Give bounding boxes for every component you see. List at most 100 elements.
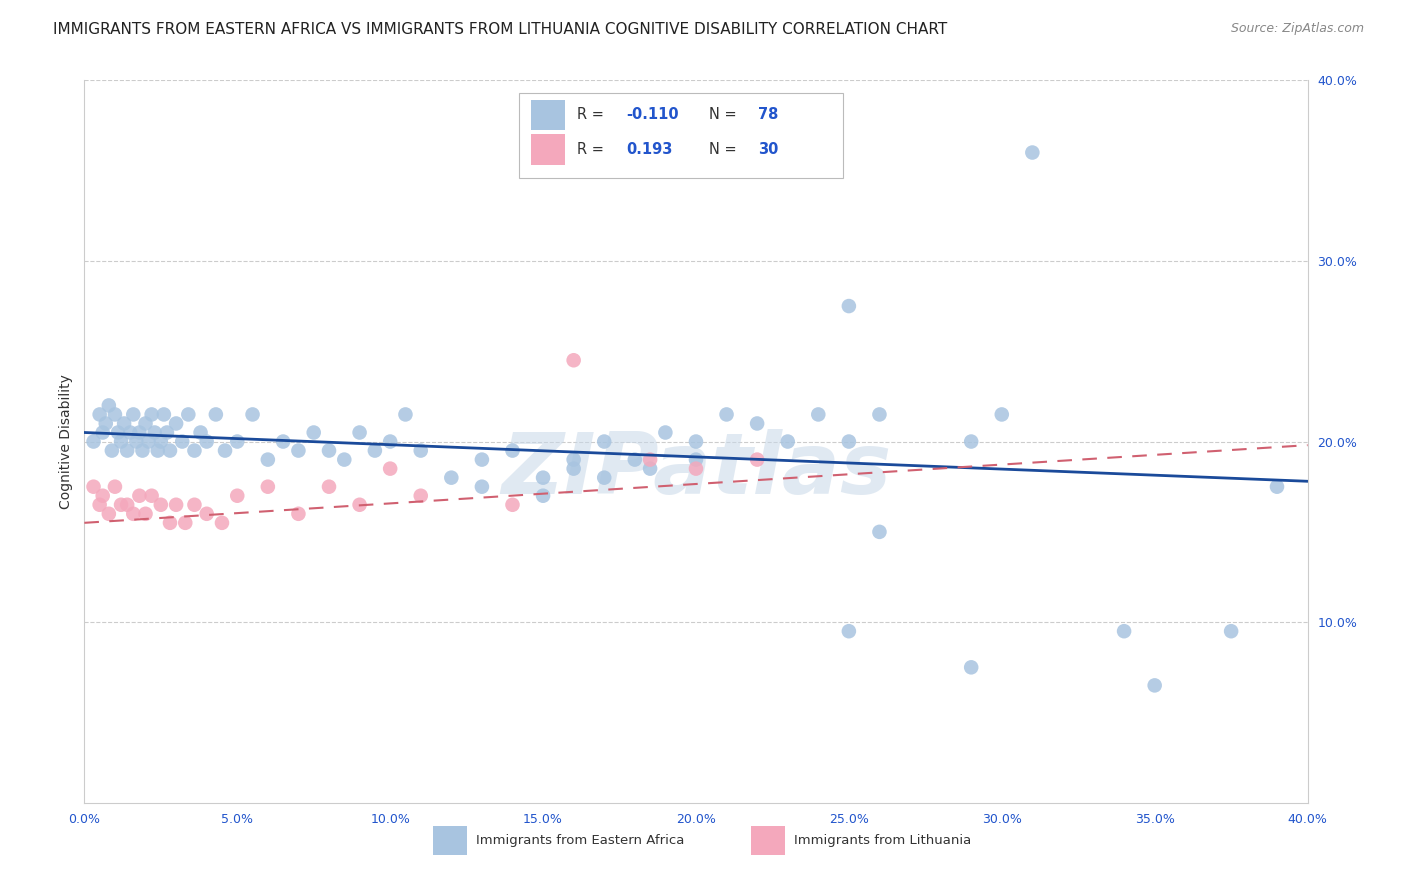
Point [409,489,432,503]
Point [1265,480,1288,494]
Bar [433,826,467,855]
Point [271,434,294,449]
Point [156,425,179,440]
Point [991,408,1014,422]
Point [211,516,233,530]
Point [349,425,371,440]
Point [138,434,160,449]
Point [165,417,187,431]
Point [83,434,105,449]
Point [110,434,132,449]
Point [104,408,127,422]
Point [869,408,891,422]
Point [159,516,181,530]
Point [531,489,554,503]
Point [562,353,585,368]
Point [242,408,264,422]
Point [838,434,860,449]
Point [593,434,616,449]
Point [257,452,280,467]
Point [685,452,707,467]
Point [1114,624,1136,639]
Point [960,660,983,674]
Text: Immigrants from Eastern Africa: Immigrants from Eastern Africa [475,834,685,847]
Point [747,417,769,431]
Point [531,471,554,485]
Point [183,498,205,512]
Point [83,480,105,494]
Point [226,489,249,503]
Point [115,498,138,512]
Point [174,516,197,530]
Point [205,408,228,422]
Point [159,443,181,458]
Point [146,443,169,458]
Point [716,408,738,422]
Point [141,489,163,503]
Point [502,498,524,512]
Bar [519,93,842,178]
Point [97,398,120,412]
Point [112,417,135,431]
Text: 78: 78 [758,107,779,122]
Point [177,408,200,422]
Point [190,425,212,440]
Point [502,443,524,458]
Text: ZIPatlas: ZIPatlas [501,429,891,512]
Point [91,489,114,503]
Point [195,507,218,521]
Point [333,452,356,467]
Text: R =: R = [578,107,609,122]
Point [562,461,585,475]
Point [638,452,661,467]
Y-axis label: Cognitive Disability: Cognitive Disability [59,374,73,509]
Text: 0.193: 0.193 [626,142,672,157]
Point [624,452,647,467]
Point [318,443,340,458]
Point [562,452,585,467]
Point [747,452,769,467]
Point [153,408,176,422]
Point [394,408,416,422]
Point [195,434,218,449]
Point [97,507,120,521]
Point [1021,145,1043,160]
Point [593,471,616,485]
Point [128,489,150,503]
Point [120,425,142,440]
Text: N =: N = [710,142,742,157]
Point [89,498,111,512]
Point [318,480,340,494]
Point [685,461,707,475]
Text: -0.110: -0.110 [626,107,679,122]
Point [107,425,129,440]
Point [638,461,661,475]
Point [654,425,676,440]
Point [131,443,153,458]
Point [1220,624,1243,639]
Point [869,524,891,539]
Point [91,425,114,440]
Text: 30: 30 [758,142,779,157]
Text: Immigrants from Lithuania: Immigrants from Lithuania [794,834,972,847]
Point [110,498,132,512]
Point [380,461,402,475]
Point [143,425,166,440]
Point [135,507,157,521]
Point [257,480,280,494]
Point [165,498,187,512]
Point [89,408,111,422]
Point [776,434,799,449]
Point [115,443,138,458]
Point [685,434,707,449]
Point [149,434,172,449]
Point [960,434,983,449]
Bar [531,135,565,165]
Point [440,471,463,485]
Point [94,417,117,431]
Text: IMMIGRANTS FROM EASTERN AFRICA VS IMMIGRANTS FROM LITHUANIA COGNITIVE DISABILITY: IMMIGRANTS FROM EASTERN AFRICA VS IMMIGR… [53,22,948,37]
Point [364,443,387,458]
Text: N =: N = [710,107,742,122]
Point [380,434,402,449]
Point [1143,678,1166,692]
